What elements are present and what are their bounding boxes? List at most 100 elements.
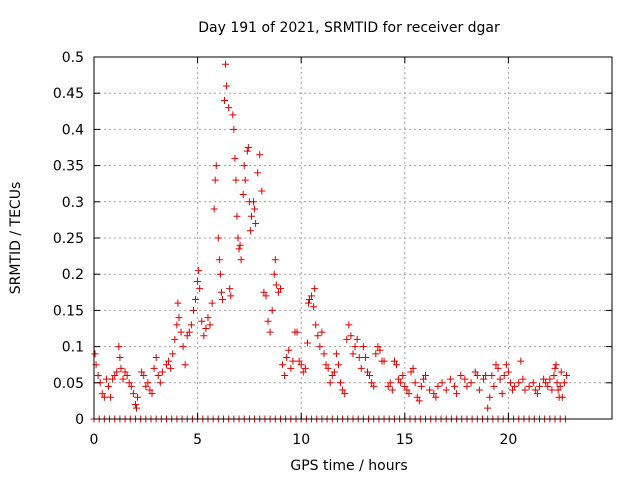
data-point	[353, 335, 361, 343]
data-point	[388, 386, 396, 394]
data-point	[316, 343, 324, 351]
data-point	[174, 299, 182, 307]
data-point	[262, 292, 270, 300]
data-point	[146, 386, 154, 394]
data-point	[432, 393, 440, 401]
data-point	[195, 267, 203, 275]
y-tick-label: 0.1	[62, 340, 84, 356]
data-point	[125, 379, 133, 387]
data-point	[407, 368, 415, 376]
data-point	[533, 390, 541, 398]
y-tick-label: 0.5	[62, 50, 84, 66]
chart-title: Day 191 of 2021, SRMTID for receiver dga…	[198, 20, 500, 36]
data-point	[504, 368, 512, 376]
data-point	[113, 368, 121, 376]
data-point	[222, 60, 230, 68]
data-point	[417, 382, 425, 390]
data-point	[461, 375, 469, 383]
data-point	[217, 288, 225, 296]
y-tick-label: 0.05	[53, 376, 84, 392]
data-point	[310, 303, 318, 311]
data-point	[232, 176, 240, 184]
data-point	[279, 361, 287, 369]
data-point	[165, 357, 173, 365]
data-point	[154, 372, 162, 380]
data-point	[509, 386, 517, 394]
data-point	[498, 390, 506, 398]
data-point	[486, 393, 494, 401]
data-point	[403, 386, 411, 394]
data-point	[332, 350, 340, 358]
data-point	[117, 364, 125, 372]
x-axis-label: GPS time / hours	[290, 458, 407, 474]
data-point	[198, 317, 206, 325]
data-point	[227, 292, 235, 300]
data-point	[390, 357, 398, 365]
data-point	[226, 285, 234, 293]
data-point	[258, 187, 266, 195]
data-point	[368, 379, 376, 387]
y-tick-label: 0	[75, 412, 84, 428]
data-point	[318, 328, 326, 336]
data-point	[475, 386, 483, 394]
data-point	[430, 390, 438, 398]
data-point	[517, 357, 525, 365]
y-tick-label: 0.25	[53, 231, 84, 247]
data-point	[434, 382, 442, 390]
data-point	[376, 346, 384, 354]
data-point	[169, 350, 177, 358]
data-point	[482, 372, 490, 380]
x-tick-label: 5	[193, 432, 202, 448]
data-point	[216, 270, 224, 278]
data-point	[100, 393, 108, 401]
data-point	[206, 321, 214, 329]
y-tick-label: 0.45	[53, 86, 84, 102]
data-point	[384, 382, 392, 390]
data-point	[320, 350, 328, 358]
data-point	[94, 372, 102, 380]
data-point	[463, 382, 471, 390]
data-point	[247, 212, 255, 220]
data-point	[558, 393, 566, 401]
data-point	[109, 375, 117, 383]
data-point	[150, 364, 158, 372]
data-point	[554, 386, 562, 394]
data-point	[531, 386, 539, 394]
data-point	[140, 372, 148, 380]
data-point	[156, 379, 164, 387]
data-point	[411, 379, 419, 387]
data-point	[102, 375, 110, 383]
data-point	[223, 82, 231, 90]
data-point	[453, 390, 461, 398]
data-point	[183, 332, 191, 340]
data-point	[225, 104, 233, 112]
data-point	[343, 335, 351, 343]
data-point	[285, 346, 293, 354]
data-point	[303, 339, 311, 347]
data-point	[546, 375, 554, 383]
data-point	[502, 361, 510, 369]
data-point	[359, 343, 367, 351]
data-point	[129, 390, 137, 398]
data-point	[330, 368, 338, 376]
data-point	[322, 361, 330, 369]
data-point	[413, 393, 421, 401]
data-point	[370, 382, 378, 390]
data-point	[189, 306, 197, 314]
data-point	[158, 368, 166, 376]
data-point	[119, 375, 127, 383]
data-point	[542, 379, 550, 387]
data-point	[562, 372, 570, 380]
data-point	[419, 375, 427, 383]
data-point	[235, 245, 243, 253]
data-point	[490, 382, 498, 390]
data-point	[293, 328, 301, 336]
data-point	[334, 361, 342, 369]
data-point	[326, 379, 334, 387]
data-point	[426, 386, 434, 394]
data-point	[230, 125, 238, 133]
data-point	[254, 169, 262, 177]
data-point	[393, 361, 401, 369]
data-point	[234, 234, 242, 242]
